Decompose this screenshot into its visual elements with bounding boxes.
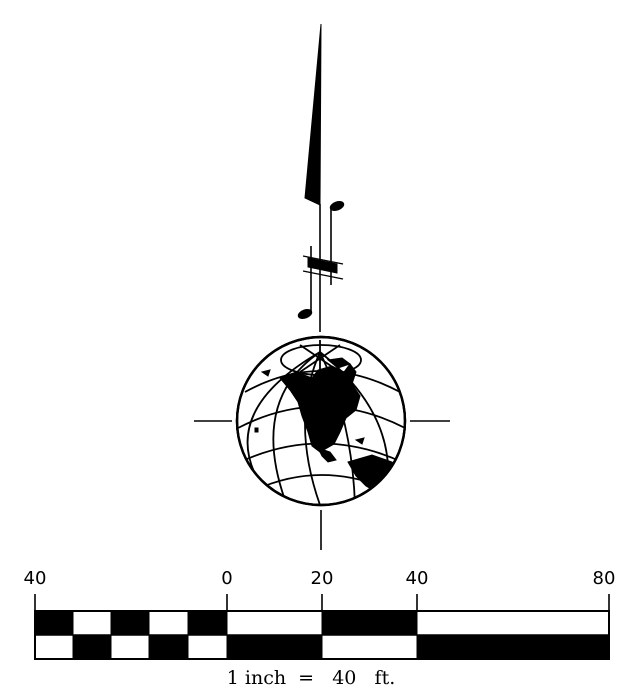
scale-caption: 1 inch = 40 ft. [0, 667, 622, 689]
scale-caption-prefix: 1 [226, 667, 239, 689]
scale-tick-label: 40 [405, 568, 429, 589]
scale-tick-label: 80 [592, 568, 616, 589]
musical-note-icon [297, 201, 345, 319]
scale-tick-label: 0 [221, 568, 233, 589]
scale-caption-value: 40 [332, 667, 357, 689]
scale-tick-label: 40 [23, 568, 47, 589]
scale-caption-unit-ft: ft. [374, 667, 396, 689]
crosshair-lines [194, 420, 450, 550]
north-arrow-icon [304, 23, 322, 332]
scale-tick-label: 20 [310, 568, 334, 589]
scale-caption-unit-in: inch [244, 667, 287, 689]
globe-icon [235, 335, 407, 507]
scale-bar [34, 594, 610, 660]
scale-caption-equals: = [298, 667, 315, 689]
